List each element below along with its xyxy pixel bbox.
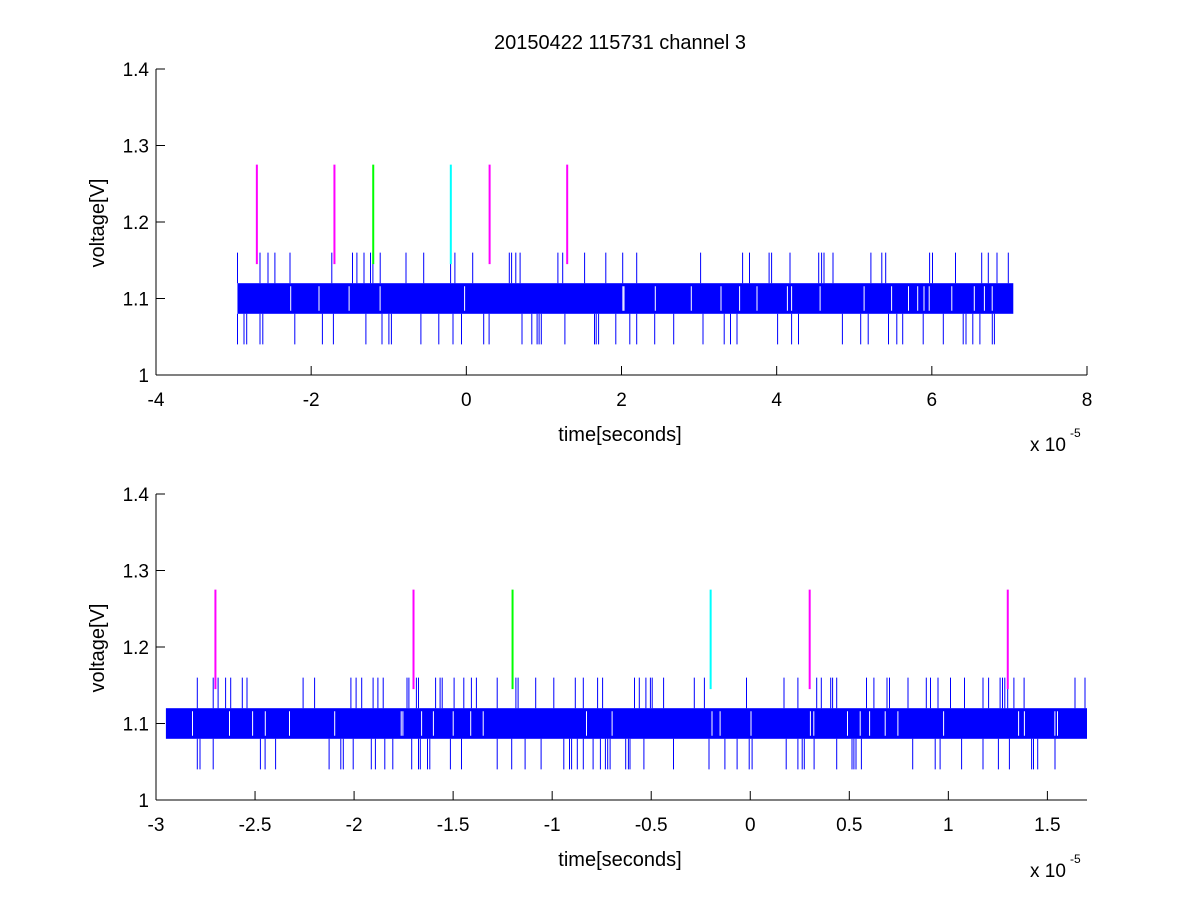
axes: -4 -2 0 2 4 6 8 1 1.1 1.2 1.3 1.4 — [123, 60, 1093, 411]
signal-series — [165, 677, 1088, 770]
signal-spikes — [237, 252, 1009, 345]
y-tick-label: 1 — [138, 791, 149, 812]
x-axis-label: time[seconds] — [558, 424, 681, 446]
y-axis-label: voltage[V] — [87, 179, 109, 268]
x-tick-label: 4 — [771, 390, 782, 411]
y-tick-label: 1.4 — [123, 60, 150, 81]
signal-spikes — [196, 677, 1086, 770]
x-tick-label: 0 — [745, 815, 756, 836]
signal-gaps — [192, 711, 1058, 736]
y-tick-label: 1.3 — [123, 562, 149, 583]
x-tick-label: -3 — [148, 815, 165, 836]
signal-series — [237, 252, 1014, 345]
signal-band — [237, 283, 1014, 314]
plot-area — [237, 164, 1014, 345]
x-multiplier-label: x 10 — [1030, 861, 1066, 882]
x-tick-label: -1 — [544, 815, 561, 836]
x-multiplier-exponent: -5 — [1070, 426, 1081, 440]
y-tick-label: 1.4 — [123, 485, 150, 506]
x-tick-label: -4 — [148, 390, 165, 411]
axes: -3 -2.5 -2 -1.5 -1 -0.5 0 0.5 1 1.5 1 1.1 1.2 1.3 1.4 — [123, 485, 1087, 836]
signal-gaps — [290, 286, 993, 311]
x-tick-label: 1 — [943, 815, 954, 836]
x-tick-label: -2.5 — [239, 815, 272, 836]
x-tick-label: 0 — [461, 390, 472, 411]
x-tick-label: 0.5 — [836, 815, 862, 836]
x-tick-label: 2 — [616, 390, 627, 411]
x-tick-label: 8 — [1082, 390, 1093, 411]
x-tick-label: 1.5 — [1034, 815, 1060, 836]
x-multiplier-label: x 10 — [1030, 435, 1066, 456]
y-tick-label: 1.1 — [123, 715, 149, 736]
signal-band — [165, 708, 1088, 739]
x-tick-label: -1.5 — [437, 815, 470, 836]
x-tick-label: -2 — [303, 390, 320, 411]
x-tick-label: -2 — [346, 815, 363, 836]
y-tick-label: 1.3 — [123, 137, 149, 158]
plot-area — [165, 589, 1088, 770]
y-axis-label: voltage[V] — [87, 604, 109, 693]
x-multiplier-exponent: -5 — [1070, 852, 1081, 866]
chart-top: 20150422 115731 channel 3 -4 -2 0 2 4 6 8 1 1.1 1… — [87, 32, 1092, 456]
chart-title: 20150422 115731 channel 3 — [494, 32, 746, 54]
y-tick-label: 1 — [138, 366, 149, 387]
x-tick-label: 6 — [927, 390, 938, 411]
y-tick-label: 1.2 — [123, 638, 149, 659]
x-axis-label: time[seconds] — [558, 849, 681, 871]
y-tick-label: 1.1 — [123, 290, 149, 311]
x-tick-label: -0.5 — [635, 815, 668, 836]
chart-bottom: -3 -2.5 -2 -1.5 -1 -0.5 0 0.5 1 1.511.11.21.31.4 … — [87, 485, 1088, 882]
y-tick-label: 1.2 — [123, 213, 149, 234]
